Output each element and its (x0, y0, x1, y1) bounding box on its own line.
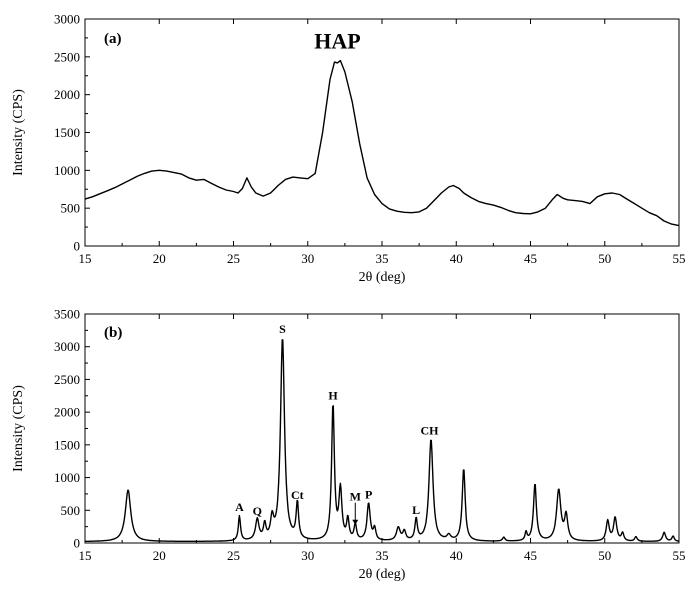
y-axis-title: Intensity (CPS) (11, 89, 26, 176)
diffraction-series-line (84, 59, 680, 227)
x-tick-label: 20 (153, 548, 166, 563)
y-tick-label: 2000 (54, 405, 80, 420)
x-tick-label: 45 (524, 251, 537, 266)
peak-label-s: S (279, 322, 286, 336)
panel-b: 15 20 25 30 35 40 45 50 55 0 500 1000 1500 2000 2500 30… (11, 307, 686, 583)
panel-label: (a) (104, 31, 122, 47)
x-tick-label: 20 (153, 251, 166, 266)
y-tick-label: 0 (74, 536, 81, 551)
y-tick-label: 1500 (54, 437, 80, 452)
x-tick-label: 30 (301, 251, 314, 266)
peak-label-ct: Ct (291, 488, 304, 502)
peak-label-ch: CH (421, 423, 440, 437)
x-tick-label: 40 (450, 548, 463, 563)
x-axis-title: 2θ (deg) (359, 270, 406, 285)
plot-frame (84, 313, 680, 544)
x-tick-label: 55 (673, 548, 686, 563)
y-tick-label: 0 (74, 239, 81, 254)
peak-label-q: Q (253, 504, 262, 518)
plot-frame (84, 18, 680, 247)
x-tick-label: 30 (301, 548, 314, 563)
y-axis-title: Intensity (CPS) (11, 385, 26, 472)
peak-label-a: A (235, 500, 244, 514)
peak-label-p: P (365, 487, 372, 501)
y-tick-label: 500 (61, 201, 81, 216)
y-tick-label: 2500 (54, 372, 80, 387)
phase-label-hap: HAP (314, 29, 360, 54)
y-tick-label: 3000 (54, 12, 80, 27)
panel-label: (b) (104, 325, 122, 341)
x-tick-label: 25 (227, 548, 240, 563)
diffraction-series-line (84, 339, 680, 542)
peak-label-h: H (328, 389, 338, 403)
y-tick-label: 2500 (54, 49, 80, 64)
y-tick-label: 2000 (54, 87, 80, 102)
y-tick-label: 3500 (54, 307, 80, 322)
x-tick-label: 15 (79, 251, 92, 266)
y-tick-label: 3000 (54, 339, 80, 354)
y-tick-label: 500 (61, 503, 81, 518)
peak-arrow-head (352, 519, 359, 525)
x-tick-label: 55 (673, 251, 686, 266)
y-tick-label: 1000 (54, 470, 80, 485)
x-tick-label: 35 (376, 548, 389, 563)
x-axis-title: 2θ (deg) (359, 567, 406, 582)
peak-label-l: L (412, 503, 420, 517)
y-tick-label: 1000 (54, 163, 80, 178)
x-tick-label: 45 (524, 548, 537, 563)
x-tick-label: 25 (227, 251, 240, 266)
y-tick-label: 1500 (54, 125, 80, 140)
x-tick-label: 15 (79, 548, 92, 563)
x-tick-label: 35 (376, 251, 389, 266)
x-tick-label: 50 (598, 251, 611, 266)
panel-a: 15 20 25 30 35 40 45 50 55 0 500 1000 1500 2000 2500 30… (11, 12, 686, 286)
x-tick-label: 50 (598, 548, 611, 563)
x-tick-label: 40 (450, 251, 463, 266)
peak-label-m: M (350, 490, 361, 504)
